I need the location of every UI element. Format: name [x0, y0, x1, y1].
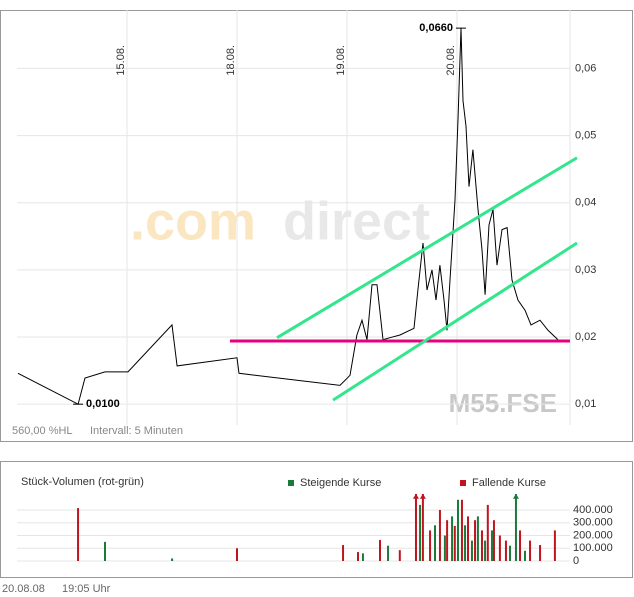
- volume-bar: [77, 508, 80, 561]
- overflow-arrow: [419, 493, 426, 499]
- volume-bar: [486, 504, 489, 561]
- volume-bar: [429, 530, 432, 561]
- volume-bar: [460, 499, 463, 561]
- value-label: 0,0660: [419, 22, 453, 34]
- legend-label: Fallende Kurse: [472, 477, 546, 489]
- interval: Intervall: 5 Minuten: [90, 425, 183, 437]
- volume-bar: [451, 516, 454, 561]
- y-tick-label: 0,01: [575, 398, 596, 410]
- volume-bar: [171, 558, 174, 561]
- legend-swatch: [288, 480, 294, 486]
- volume-bar: [414, 494, 417, 561]
- volume-bar: [387, 545, 390, 561]
- legend-label: Steigende Kurse: [300, 477, 381, 489]
- volume-bar: [480, 530, 483, 561]
- price-frame: [0, 10, 633, 442]
- x-tick-label: 18.08.: [225, 45, 237, 76]
- footer-time: 19:05 Uhr: [62, 583, 111, 595]
- volume-bar: [467, 516, 469, 561]
- volume-bar: [398, 550, 401, 561]
- volume-bar: [476, 516, 479, 561]
- volume-bar: [379, 539, 381, 561]
- volume-bar: [539, 545, 542, 561]
- symbol: M55.FSE: [449, 388, 557, 418]
- volume-bar: [519, 530, 522, 561]
- volume-bar: [523, 550, 526, 561]
- x-tick-label: 15.08.: [115, 45, 127, 76]
- volume-title: Stück-Volumen (rot-grün): [21, 476, 144, 488]
- volume-bar: [104, 541, 106, 561]
- y-tick-label: 0,03: [575, 264, 596, 276]
- volume-bar: [446, 520, 449, 561]
- trend-line: [276, 156, 578, 339]
- watermark-com: .com: [130, 191, 256, 251]
- y-tick-label: 300.000: [573, 517, 613, 529]
- x-tick-label: 19.08.: [335, 45, 347, 76]
- y-tick-label: 0,02: [575, 331, 596, 343]
- volume-bar: [419, 504, 422, 561]
- volume-bar: [236, 548, 238, 561]
- volume-bar: [514, 494, 517, 561]
- watermark-direct: direct: [283, 191, 430, 251]
- volume-bar: [470, 540, 473, 561]
- y-tick-label: 200.000: [573, 529, 613, 541]
- overflow-arrow: [512, 493, 519, 499]
- volume-bars: [77, 494, 556, 561]
- footer-date: 20.08.08: [2, 583, 45, 595]
- y-tick-label: 0,04: [575, 197, 596, 209]
- volume-bar: [484, 540, 487, 561]
- volume-bar: [453, 525, 456, 561]
- legend-swatch: [460, 480, 466, 486]
- volume-bar: [492, 520, 495, 561]
- volume-bar: [443, 535, 446, 561]
- volume-bar: [434, 525, 436, 561]
- value-label: 0,0100: [86, 398, 120, 410]
- y-tick-label: 400.000: [573, 504, 613, 516]
- volume-bar: [456, 499, 459, 561]
- volume-bar: [438, 510, 441, 561]
- y-tick-label: 0: [573, 555, 579, 567]
- volume-bar: [553, 530, 556, 561]
- volume-bar: [490, 530, 493, 561]
- volume-bar: [464, 525, 467, 561]
- y-tick-label: 0,06: [575, 62, 596, 74]
- volume-bar: [342, 545, 345, 561]
- y-tick-label: 0,05: [575, 129, 596, 141]
- volume-bar: [504, 540, 507, 561]
- y-tick-label: 100.000: [573, 542, 613, 554]
- volume-bar: [357, 552, 359, 561]
- volume-bar: [474, 520, 477, 561]
- volume-bar: [529, 540, 532, 561]
- volume-bar: [498, 535, 501, 561]
- volume-bar: [421, 494, 424, 561]
- overflow-arrow: [412, 493, 419, 499]
- trend-line: [332, 241, 578, 402]
- volume-bar: [509, 545, 512, 561]
- price-line: [17, 28, 559, 405]
- x-tick-label: 20.08.: [445, 45, 457, 76]
- volume-bar: [361, 553, 364, 561]
- subtitle: 560,00 %HL: [12, 425, 73, 437]
